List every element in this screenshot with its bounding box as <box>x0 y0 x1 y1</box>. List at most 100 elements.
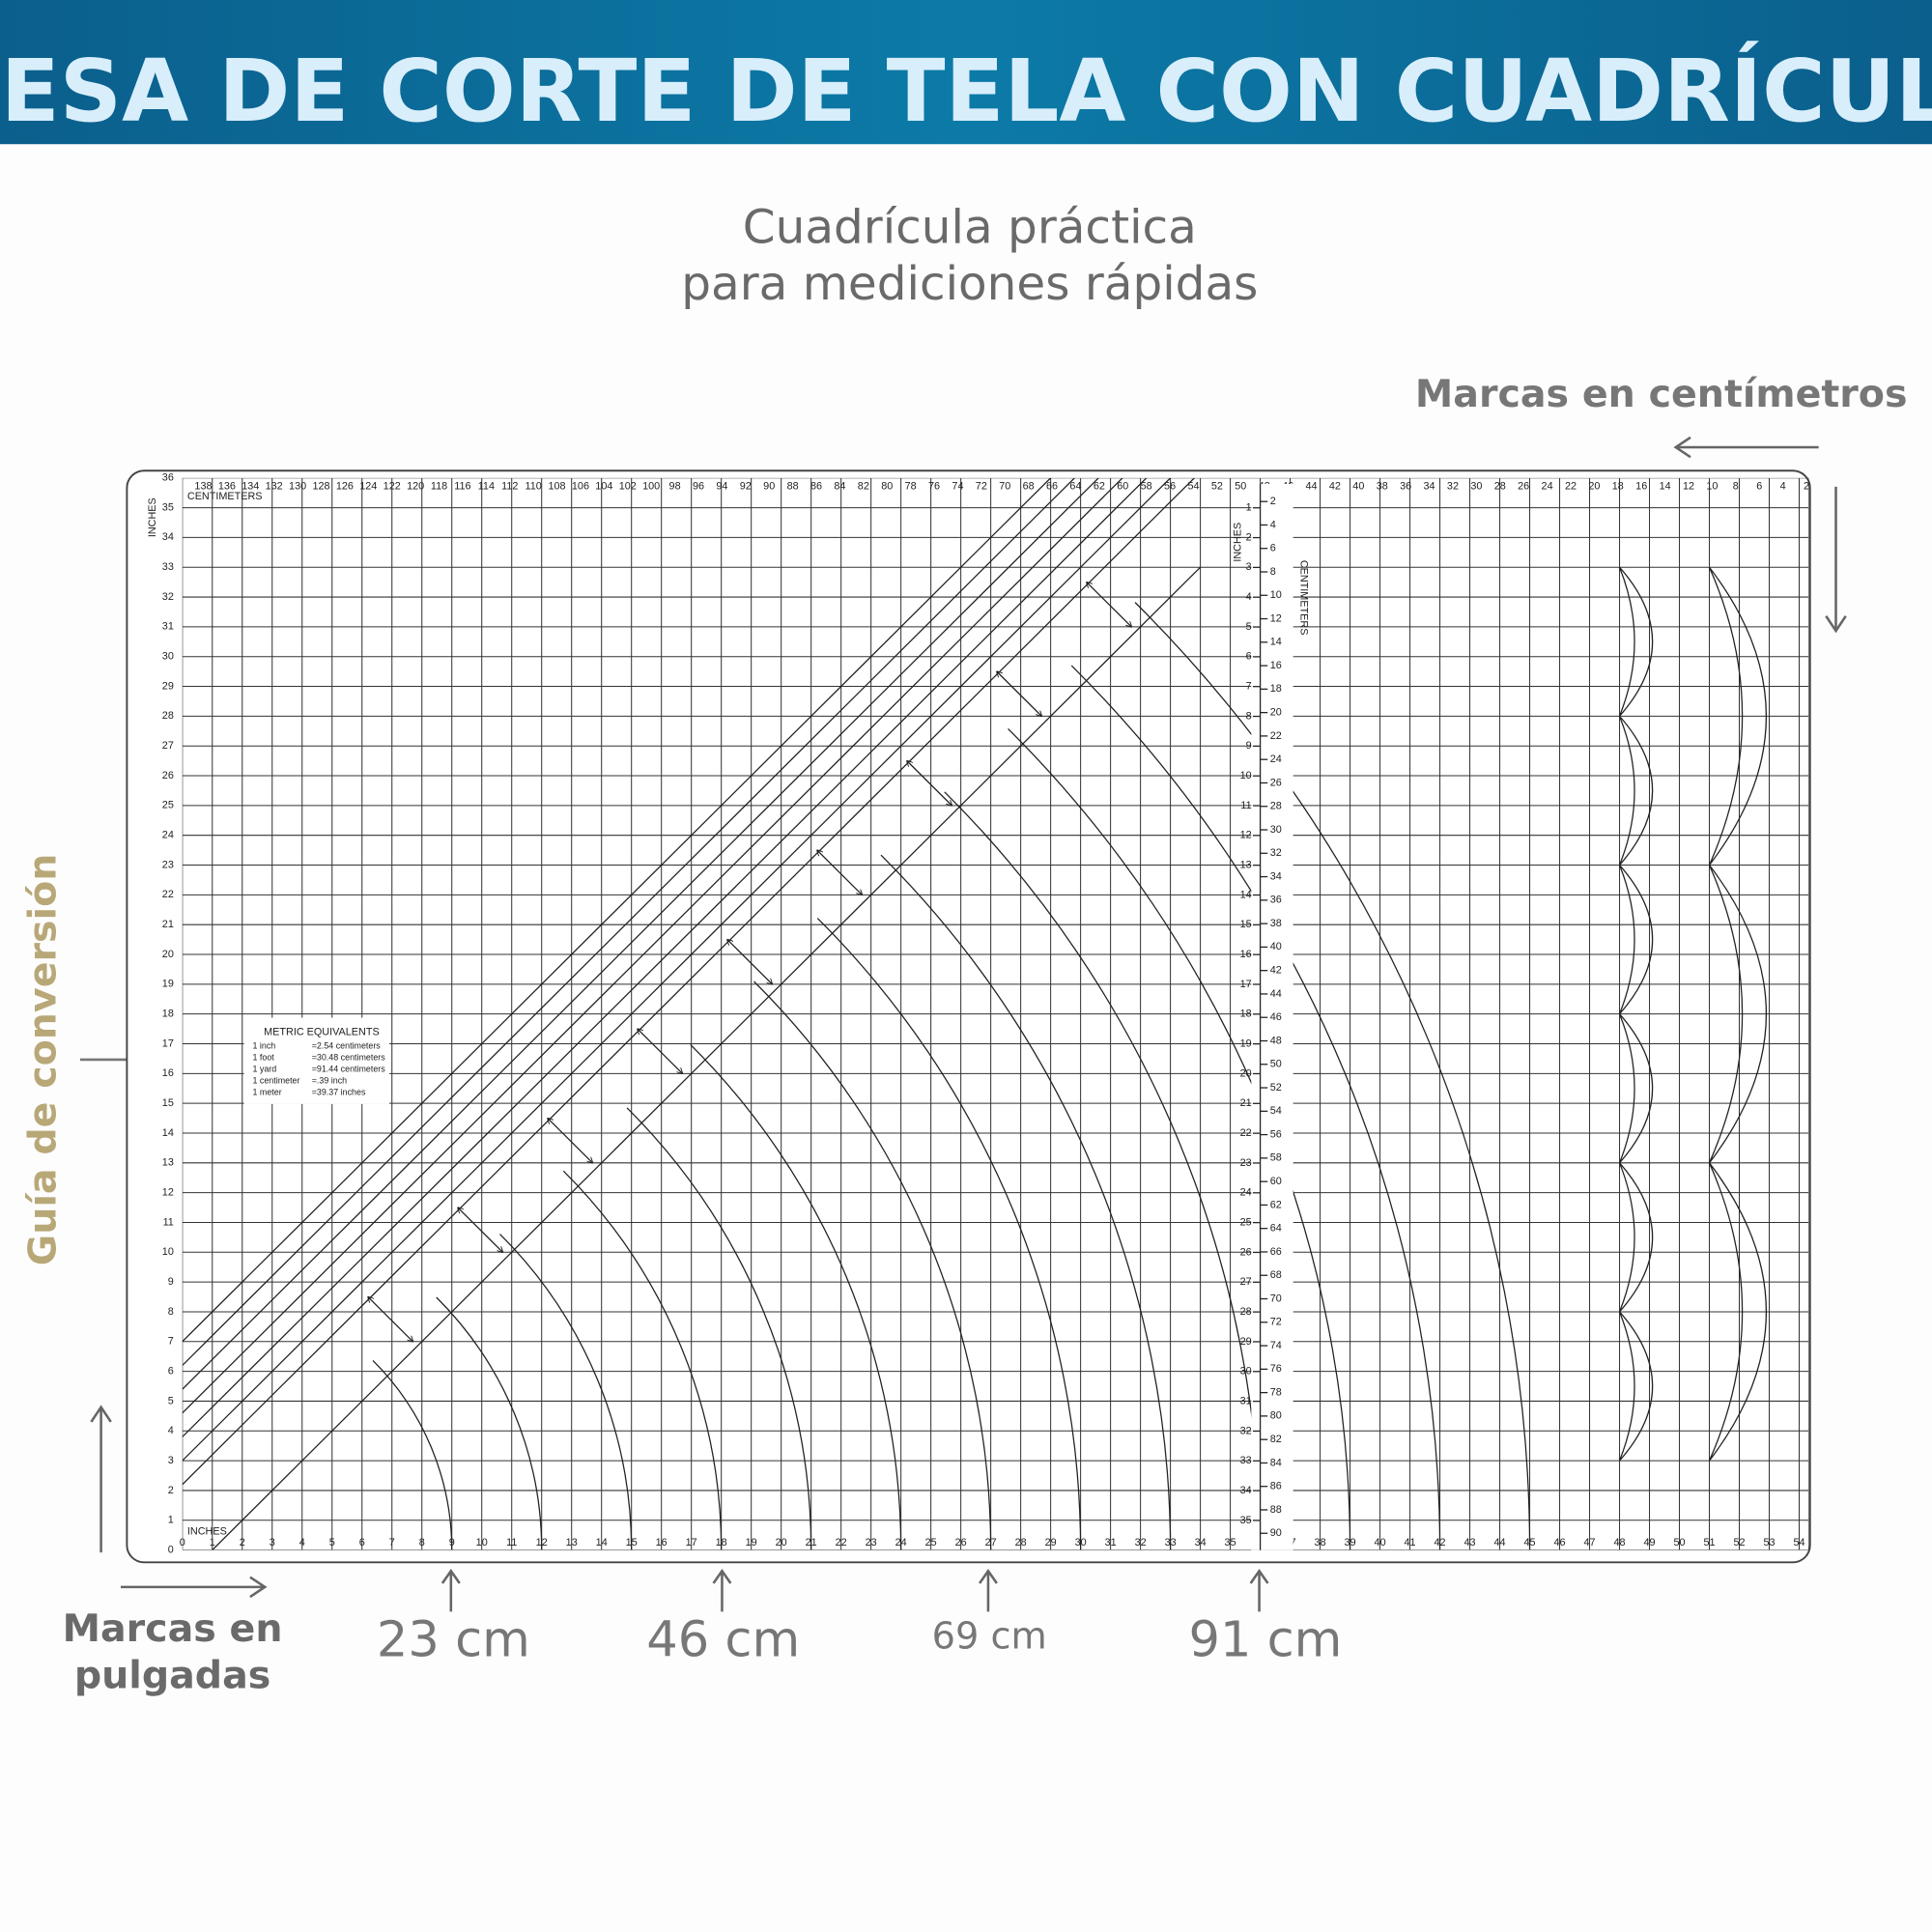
top-cm: 42 <box>1329 481 1341 493</box>
inner-cm: 84 <box>1270 1457 1282 1468</box>
top-cm: 76 <box>928 481 940 493</box>
inner-cm: 82 <box>1270 1434 1282 1445</box>
top-cm: 16 <box>1635 481 1647 493</box>
subtitle: para mediciones rápidas <box>681 257 1258 311</box>
inner-inch: 6 <box>1246 651 1252 663</box>
bottom-inch: 54 <box>1793 1537 1804 1548</box>
arrow <box>90 1405 112 1553</box>
top-cm: 128 <box>312 481 329 493</box>
inner-inch: 19 <box>1240 1038 1252 1050</box>
diagonal <box>182 477 1075 1366</box>
left-inch: 8 <box>168 1306 174 1318</box>
diagonal <box>182 477 1052 1343</box>
top-cm: 30 <box>1470 481 1482 493</box>
diagonal <box>182 477 1123 1414</box>
inner-cm: 50 <box>1270 1059 1282 1070</box>
subtitle: Cuadrícula práctica <box>743 200 1197 254</box>
inner-cm: 14 <box>1270 637 1282 648</box>
arrow <box>712 1569 732 1612</box>
scallop <box>1618 1162 1654 1313</box>
bottom-inch: 46 <box>1554 1537 1566 1548</box>
left-inch: 2 <box>168 1485 174 1496</box>
left-inch: 26 <box>162 770 174 781</box>
top-cm: 108 <box>549 481 566 493</box>
left-inch: 0 <box>168 1544 174 1555</box>
top-cm: 92 <box>740 481 752 493</box>
metric-cell: 1 foot <box>252 1052 274 1062</box>
metric-cell: =2.54 centimeters <box>312 1040 382 1050</box>
bottom-inch: 11 <box>506 1537 517 1548</box>
inner-inch: 11 <box>1240 800 1251 811</box>
bottom-inch: 24 <box>895 1537 907 1548</box>
left-inch: 7 <box>168 1336 174 1348</box>
bottom-inch: 14 <box>596 1537 608 1548</box>
diagonal <box>182 477 1099 1390</box>
left-inch: 5 <box>168 1395 174 1406</box>
top-cm: 120 <box>407 481 424 493</box>
top-cm: 114 <box>478 481 495 493</box>
left-inch: 19 <box>162 979 174 990</box>
metric-cell: 1 inch <box>252 1040 275 1050</box>
top-cm: 28 <box>1494 481 1506 493</box>
inner-inch: 2 <box>1246 531 1252 543</box>
left-inch: 17 <box>162 1037 174 1049</box>
inner-cm: 22 <box>1270 730 1282 742</box>
inner-inch: 5 <box>1246 621 1252 633</box>
inner-inch: 35 <box>1240 1515 1252 1526</box>
top-cm: 38 <box>1377 481 1388 493</box>
inner-inch: 23 <box>1240 1157 1252 1169</box>
top-cm: 36 <box>1400 481 1411 493</box>
top-cm: 66 <box>1046 481 1058 493</box>
top-cm: 118 <box>431 481 447 493</box>
arc <box>372 1359 453 1550</box>
bottom-inch: 20 <box>776 1537 787 1548</box>
inner-inch: 12 <box>1240 830 1252 841</box>
left-inch: 24 <box>162 830 174 841</box>
bottom-inch: 9 <box>449 1537 455 1548</box>
arc <box>562 1170 723 1550</box>
left-inch: 12 <box>162 1187 174 1199</box>
bottom-inch: 47 <box>1584 1537 1596 1548</box>
left-inch: 28 <box>162 710 174 722</box>
bottom-inch: 44 <box>1494 1537 1506 1548</box>
inner-cm: 48 <box>1270 1035 1282 1046</box>
top-cm: 132 <box>266 481 283 493</box>
top-cm: 18 <box>1612 481 1624 493</box>
top-cm: 60 <box>1117 481 1128 493</box>
inner-ruler-bg <box>1251 483 1293 1550</box>
left-inch: 30 <box>162 651 174 663</box>
inner-inch: 10 <box>1240 770 1252 781</box>
left-inch: 14 <box>162 1127 174 1139</box>
top-cm: 86 <box>810 481 822 493</box>
mat-labels: 0 1 2 3 4 5 6 7 8 9 10 11 12 13 14 15 16 17 18 19 20 21 22 23 24… <box>147 472 1809 1556</box>
inner-cm: 58 <box>1270 1152 1282 1164</box>
bottom-inch: 51 <box>1703 1537 1715 1548</box>
bottom-inch: 19 <box>746 1537 757 1548</box>
left-inch: 6 <box>168 1365 174 1377</box>
left-inch: 23 <box>162 859 174 870</box>
inner-cm: 26 <box>1270 777 1282 788</box>
left-inch: 1 <box>168 1515 174 1526</box>
inner-inch: 17 <box>1240 979 1252 990</box>
top-cm: 24 <box>1542 481 1553 493</box>
bottom-inch: 27 <box>985 1537 997 1548</box>
inner-inch: 4 <box>1246 591 1252 603</box>
bottom-inch: 48 <box>1614 1537 1626 1548</box>
left-inch: 13 <box>162 1157 174 1169</box>
left-inch: 29 <box>162 680 174 692</box>
bottom-inch: 12 <box>536 1537 548 1548</box>
top-cm: 96 <box>693 481 704 493</box>
measure-arrow <box>368 1297 412 1342</box>
mat-label: CENTIMETERS <box>187 491 263 502</box>
inner-cm: 44 <box>1270 988 1282 1000</box>
inner-cm: 2 <box>1270 496 1276 507</box>
arc <box>1134 602 1531 1550</box>
callout-inches: pulgadas <box>74 1653 270 1697</box>
scallop <box>1618 1013 1654 1164</box>
inner-cm: 20 <box>1270 707 1282 719</box>
left-inch: 21 <box>162 919 174 930</box>
top-cm: 94 <box>716 481 727 493</box>
top-cm: 106 <box>572 481 589 493</box>
inner-cm: 54 <box>1270 1105 1282 1117</box>
